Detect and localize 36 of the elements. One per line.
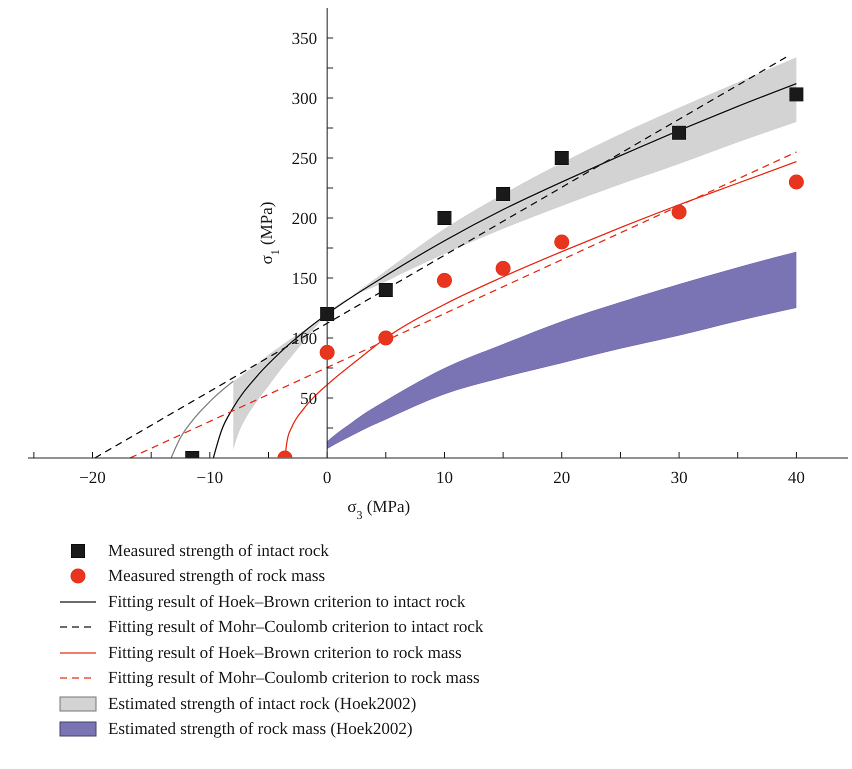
legend-label: Measured strength of rock mass — [108, 566, 326, 586]
legend-label: Measured strength of intact rock — [108, 540, 329, 561]
y-tick-label: 250 — [292, 148, 318, 168]
x-tick-label: 30 — [670, 468, 688, 487]
x-axis-title: σ$_{3}$ (MPa) — [347, 497, 410, 522]
legend-label: Fitting result of Mohr–Coulomb criterion to rock mass — [108, 668, 480, 688]
y-tick-label: 300 — [292, 88, 318, 108]
point — [672, 126, 686, 140]
point — [788, 174, 804, 190]
legend-label: Estimated strength of intact rock (Hoek2002) — [108, 694, 416, 714]
legend-label: Estimated strength of rock mass (Hoek2002) — [108, 719, 413, 740]
point — [554, 151, 569, 165]
point — [789, 87, 804, 102]
point — [496, 187, 510, 201]
legend-label: Fitting result of Mohr–Coulomb criterion to intact rock — [108, 617, 484, 638]
point — [672, 204, 687, 220]
line-series — [170, 380, 234, 458]
legend-label: Fitting result of Hoek–Brown criterion to intact rock — [108, 592, 466, 612]
point — [554, 234, 570, 250]
y-tick-label: 200 — [292, 208, 318, 228]
legend-label: Fitting result of Hoek–Brown criterion to rock mass — [108, 642, 462, 663]
point — [378, 283, 393, 297]
x-tick-label: 0 — [322, 468, 332, 487]
x-tick-label: 10 — [436, 468, 453, 487]
x-tick-label: 40 — [788, 468, 805, 487]
y-tick-label: 150 — [292, 268, 318, 288]
point — [437, 211, 452, 225]
x-tick-label: −20 — [79, 468, 106, 487]
point — [320, 307, 334, 321]
point — [436, 272, 452, 288]
point — [378, 330, 394, 346]
point — [320, 344, 335, 360]
x-tick-label: 20 — [553, 468, 570, 487]
x-tick-label: −10 — [196, 468, 224, 487]
y-tick-label: 350 — [292, 28, 318, 48]
point — [496, 260, 511, 276]
